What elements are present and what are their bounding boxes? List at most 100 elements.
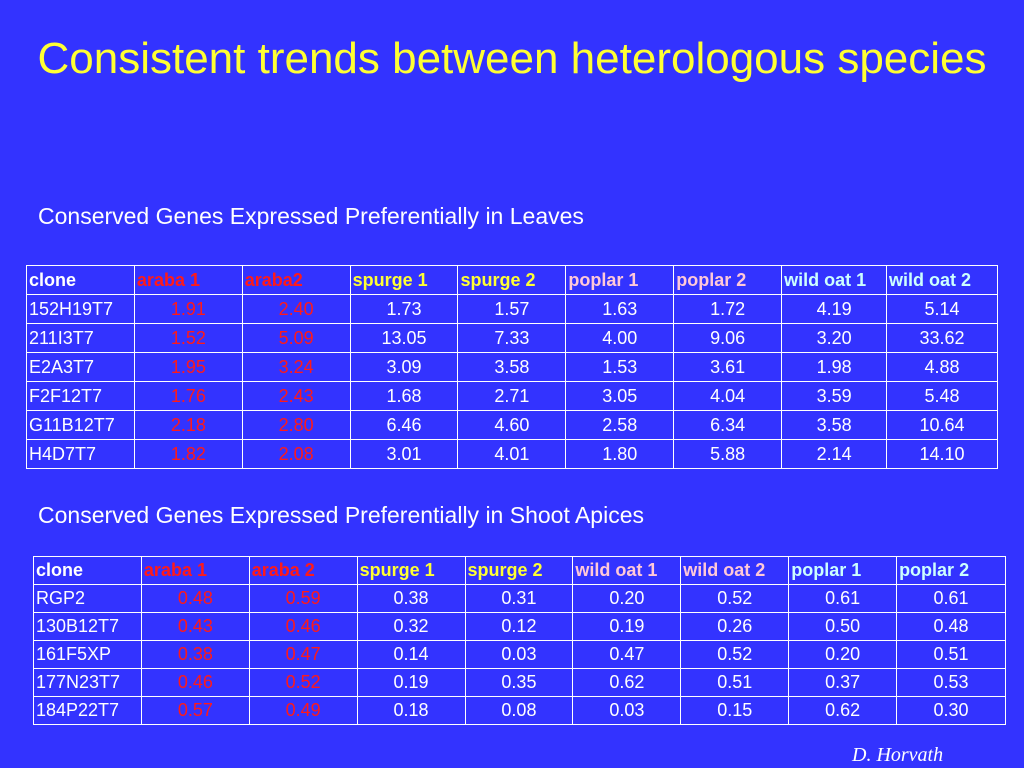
- value-cell: 0.61: [896, 584, 1006, 613]
- header-cell: araba2: [241, 265, 351, 295]
- value-cell: 0.31: [464, 584, 574, 613]
- value-cell: 4.04: [673, 381, 783, 411]
- value-cell: 0.52: [248, 668, 358, 697]
- value-cell: 0.47: [572, 640, 682, 669]
- table-row: RGP2 0.48 0.59 0.38 0.31 0.20 0.52 0.61 …: [33, 584, 1006, 613]
- value-cell: 5.14: [886, 294, 998, 324]
- value-cell: 2.58: [565, 410, 675, 440]
- clone-cell: 184P22T7: [33, 696, 142, 725]
- clone-cell: G11B12T7: [26, 410, 135, 440]
- header-cell: araba 1: [133, 265, 243, 295]
- value-cell: 7.33: [457, 323, 567, 353]
- value-cell: 0.46: [140, 668, 250, 697]
- value-cell: 0.48: [896, 612, 1006, 641]
- value-cell: 1.82: [133, 439, 243, 469]
- value-cell: 0.51: [896, 640, 1006, 669]
- value-cell: 4.01: [457, 439, 567, 469]
- value-cell: 0.15: [680, 696, 790, 725]
- value-cell: 1.68: [349, 381, 459, 411]
- clone-cell: 211I3T7: [26, 323, 135, 353]
- table-header-row: clone araba 1 araba2 spurge 1 spurge 2 p…: [26, 265, 998, 295]
- value-cell: 4.88: [886, 352, 998, 382]
- value-cell: 1.63: [565, 294, 675, 324]
- header-cell: spurge 1: [356, 556, 466, 585]
- value-cell: 1.76: [133, 381, 243, 411]
- value-cell: 0.14: [356, 640, 466, 669]
- value-cell: 0.59: [248, 584, 358, 613]
- clone-cell: RGP2: [33, 584, 142, 613]
- value-cell: 10.64: [886, 410, 998, 440]
- value-cell: 1.72: [673, 294, 783, 324]
- clone-cell: H4D7T7: [26, 439, 135, 469]
- value-cell: 3.61: [673, 352, 783, 382]
- value-cell: 0.61: [788, 584, 898, 613]
- header-cell: clone: [26, 265, 135, 295]
- value-cell: 0.03: [572, 696, 682, 725]
- header-cell: spurge 1: [349, 265, 459, 295]
- value-cell: 1.53: [565, 352, 675, 382]
- leaves-table-caption: Conserved Genes Expressed Preferentially…: [38, 203, 584, 229]
- value-cell: 1.80: [565, 439, 675, 469]
- table-row: F2F12T7 1.76 2.43 1.68 2.71 3.05 4.04 3.…: [26, 381, 998, 411]
- value-cell: 0.38: [140, 640, 250, 669]
- header-cell: wild oat 1: [572, 556, 682, 585]
- table-row: 211I3T7 1.52 5.09 13.05 7.33 4.00 9.06 3…: [26, 323, 998, 353]
- header-cell: spurge 2: [457, 265, 567, 295]
- value-cell: 5.88: [673, 439, 783, 469]
- value-cell: 1.98: [781, 352, 888, 382]
- header-cell: poplar 1: [565, 265, 675, 295]
- header-cell: wild oat 2: [886, 265, 998, 295]
- table-row: 184P22T7 0.57 0.49 0.18 0.08 0.03 0.15 0…: [33, 696, 1006, 725]
- value-cell: 1.52: [133, 323, 243, 353]
- value-cell: 3.20: [781, 323, 888, 353]
- value-cell: 0.37: [788, 668, 898, 697]
- table-row: 177N23T7 0.46 0.52 0.19 0.35 0.62 0.51 0…: [33, 668, 1006, 697]
- value-cell: 0.19: [572, 612, 682, 641]
- value-cell: 1.91: [133, 294, 243, 324]
- value-cell: 3.58: [781, 410, 888, 440]
- value-cell: 0.53: [896, 668, 1006, 697]
- value-cell: 2.71: [457, 381, 567, 411]
- value-cell: 0.32: [356, 612, 466, 641]
- clone-cell: 152H19T7: [26, 294, 135, 324]
- slide-title: Consistent trends between heterologous s…: [37, 34, 987, 83]
- value-cell: 2.43: [241, 381, 351, 411]
- value-cell: 2.40: [241, 294, 351, 324]
- value-cell: 9.06: [673, 323, 783, 353]
- value-cell: 3.59: [781, 381, 888, 411]
- value-cell: 3.24: [241, 352, 351, 382]
- table-row: 130B12T7 0.43 0.46 0.32 0.12 0.19 0.26 0…: [33, 612, 1006, 641]
- header-cell: wild oat 1: [781, 265, 888, 295]
- value-cell: 2.14: [781, 439, 888, 469]
- table-header-row: clone araba 1 araba 2 spurge 1 spurge 2 …: [33, 556, 1006, 585]
- header-cell: araba 2: [248, 556, 358, 585]
- value-cell: 4.60: [457, 410, 567, 440]
- header-cell: poplar 1: [788, 556, 898, 585]
- value-cell: 2.18: [133, 410, 243, 440]
- header-cell: wild oat 2: [680, 556, 790, 585]
- value-cell: 0.03: [464, 640, 574, 669]
- value-cell: 0.57: [140, 696, 250, 725]
- value-cell: 0.12: [464, 612, 574, 641]
- value-cell: 6.46: [349, 410, 459, 440]
- clone-cell: 161F5XP: [33, 640, 142, 669]
- table-row: G11B12T7 2.18 2.80 6.46 4.60 2.58 6.34 3…: [26, 410, 998, 440]
- value-cell: 0.08: [464, 696, 574, 725]
- value-cell: 0.19: [356, 668, 466, 697]
- value-cell: 33.62: [886, 323, 998, 353]
- value-cell: 0.46: [248, 612, 358, 641]
- shoot-apices-expression-table: clone araba 1 araba 2 spurge 1 spurge 2 …: [33, 556, 1006, 725]
- value-cell: 0.47: [248, 640, 358, 669]
- shoot-apices-table-caption: Conserved Genes Expressed Preferentially…: [38, 502, 644, 528]
- value-cell: 3.58: [457, 352, 567, 382]
- value-cell: 4.00: [565, 323, 675, 353]
- author-signature: D. Horvath: [852, 744, 944, 766]
- value-cell: 0.26: [680, 612, 790, 641]
- header-cell: clone: [33, 556, 142, 585]
- value-cell: 2.08: [241, 439, 351, 469]
- header-cell: spurge 2: [464, 556, 574, 585]
- value-cell: 1.95: [133, 352, 243, 382]
- value-cell: 0.20: [788, 640, 898, 669]
- table-row: 161F5XP 0.38 0.47 0.14 0.03 0.47 0.52 0.…: [33, 640, 1006, 669]
- header-cell: poplar 2: [673, 265, 783, 295]
